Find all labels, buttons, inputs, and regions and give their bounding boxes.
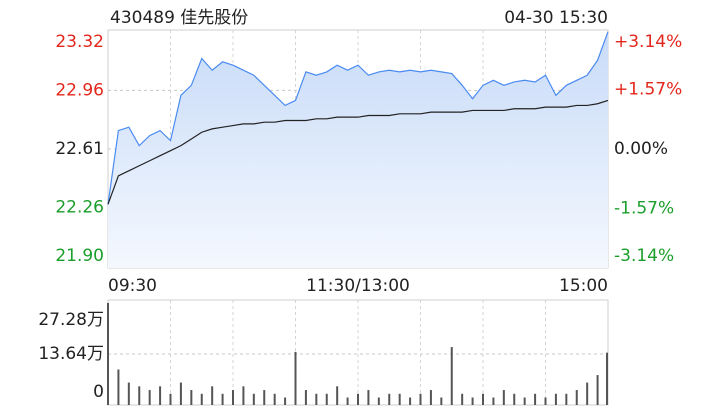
volume-bar	[492, 397, 495, 405]
volume-tick-label: 27.28万	[38, 310, 104, 330]
volume-bar	[419, 393, 422, 405]
volume-bar	[357, 393, 359, 405]
price-area	[108, 31, 608, 268]
x-tick-label: 09:30	[108, 276, 157, 296]
volume-bar	[575, 390, 578, 405]
volume-bar	[221, 393, 224, 405]
volume-bar	[169, 393, 172, 405]
volume-bar	[461, 393, 464, 405]
volume-bar	[336, 386, 339, 405]
y-tick-label: 21.90	[55, 246, 104, 266]
volume-bar	[304, 390, 307, 405]
volume-bar	[482, 393, 484, 405]
volume-bar	[273, 393, 276, 405]
volume-bar	[232, 390, 234, 405]
volume-bar	[252, 393, 255, 405]
volume-bar	[242, 386, 245, 405]
volume-bar	[159, 386, 162, 405]
volume-bar	[179, 382, 182, 405]
volume-bar	[429, 390, 432, 405]
volume-bar	[450, 347, 453, 405]
volume-bar	[190, 390, 193, 405]
y2-tick-label: -1.57%	[614, 199, 674, 219]
volume-bar	[388, 393, 391, 405]
volume-frame	[107, 299, 609, 406]
volume-bar	[523, 397, 526, 405]
volume-bar	[284, 397, 287, 405]
volume-bar	[346, 397, 349, 405]
volume-bar	[117, 369, 120, 405]
volume-bar	[471, 397, 474, 405]
volume-bar	[565, 393, 568, 405]
volume-bar	[148, 390, 151, 405]
x-tick-label: 15:00	[559, 276, 608, 296]
y2-tick-label: +3.14%	[614, 32, 682, 52]
volume-bar	[534, 393, 537, 405]
volume-bar	[325, 393, 328, 405]
volume-bar	[398, 393, 401, 405]
y2-tick-label: -3.14%	[614, 246, 674, 266]
y-tick-label: 22.96	[55, 80, 104, 100]
timestamp: 04-30 15:30	[504, 8, 608, 28]
volume-bar	[107, 303, 109, 405]
volume-bar	[513, 393, 516, 405]
volume-bar	[367, 390, 370, 405]
volume-bar	[127, 382, 130, 405]
volume-bar	[586, 382, 589, 405]
volume-bar	[263, 390, 266, 405]
volume-bar	[200, 393, 203, 405]
volume-bar	[502, 390, 505, 405]
x-tick-label: 11:30/13:00	[306, 276, 410, 296]
volume-bar	[409, 397, 412, 405]
volume-bar	[315, 393, 318, 405]
volume-bar	[596, 375, 599, 405]
volume-bar	[544, 397, 547, 405]
volume-bar	[377, 397, 380, 405]
y-tick-label: 23.32	[55, 32, 104, 52]
volume-bar	[138, 386, 141, 405]
chart-title: 430489 佳先股份	[110, 8, 248, 28]
average-line	[107, 99, 609, 205]
y-tick-label: 22.61	[55, 139, 104, 159]
volume-bar	[606, 352, 608, 405]
volume-bar	[211, 386, 214, 405]
volume-bar	[294, 351, 297, 405]
y2-tick-label: 0.00%	[614, 139, 668, 159]
volume-tick-label: 13.64万	[38, 344, 104, 364]
volume-bar	[440, 397, 443, 405]
volume-tick-label: 0	[93, 382, 104, 402]
price-line	[107, 31, 609, 205]
y-tick-label: 22.26	[55, 198, 104, 218]
y2-tick-label: +1.57%	[614, 80, 682, 100]
volume-bar	[554, 393, 557, 405]
